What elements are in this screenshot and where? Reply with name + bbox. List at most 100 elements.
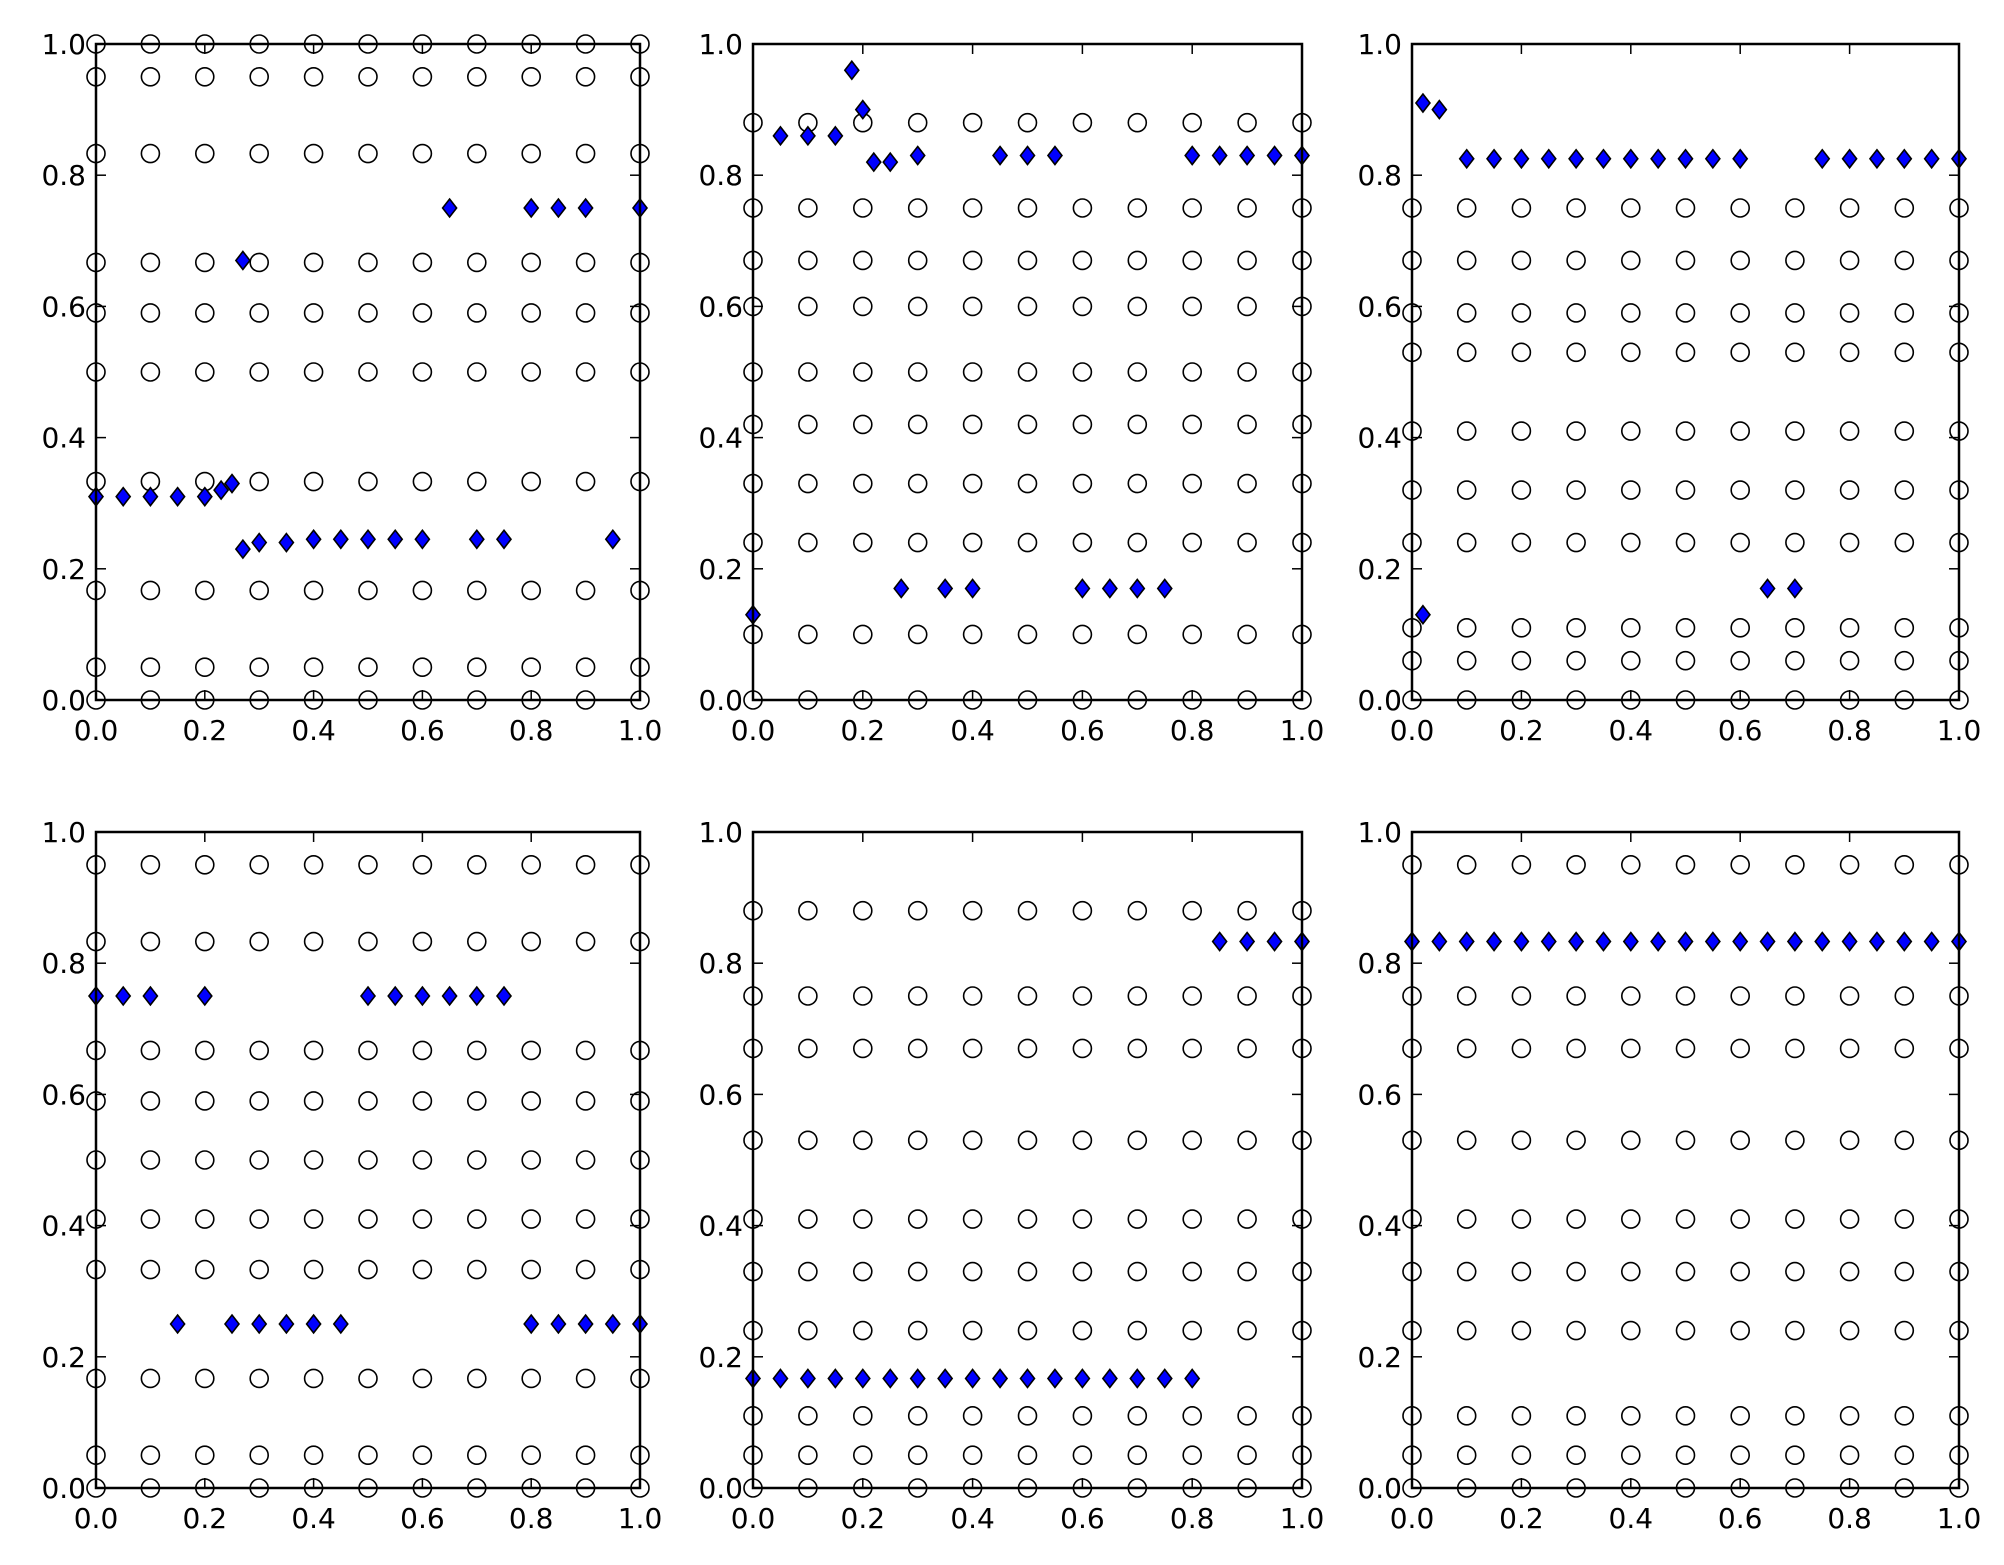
- circle-point: [303, 657, 324, 678]
- panel: 0.0 0.2 0.4 0.6 0.8 1.0 0.0 0.2 0.4 0.6 0.8 1.0: [1357, 28, 1981, 747]
- circle-point: [1730, 1406, 1750, 1426]
- circle-point: [1511, 650, 1532, 671]
- y-tick-label: 0.4: [41, 422, 86, 455]
- circle-point: [249, 1445, 270, 1465]
- circle-point: [412, 1445, 433, 1465]
- circle-point: [358, 1091, 378, 1111]
- circle-point: [1566, 342, 1586, 363]
- diamond-point: [604, 528, 621, 550]
- circle-point: [1127, 532, 1148, 553]
- circle-point: [1127, 414, 1148, 435]
- y-tick-label: 0.8: [698, 159, 743, 192]
- circle-point: [1182, 1445, 1202, 1465]
- circle-point: [575, 1445, 596, 1465]
- y-tick-label: 0.6: [41, 1078, 86, 1111]
- circle-point: [1017, 986, 1038, 1006]
- circle-point: [358, 1040, 378, 1061]
- circle-point: [1785, 250, 1805, 271]
- circle-point: [1730, 480, 1750, 500]
- circle-point: [1730, 986, 1750, 1006]
- circle-point: [1839, 1038, 1860, 1059]
- circle-point: [1017, 624, 1038, 645]
- panel: 0.0 0.2 0.4 0.6 0.8 1.0 0.0 0.2 0.4 0.6 0.8 1.0: [1357, 816, 1981, 1535]
- x-tick-label: 0.0: [1390, 1502, 1435, 1535]
- circle-point: [412, 1091, 433, 1111]
- circle-point: [1730, 250, 1750, 271]
- circle-point: [1456, 1038, 1477, 1059]
- circle-point: [798, 1261, 818, 1282]
- circle-point: [1621, 1320, 1641, 1341]
- circle-point: [1182, 414, 1202, 435]
- diamond-point: [1868, 148, 1885, 170]
- circle-point: [140, 1040, 161, 1061]
- x-tick-label: 0.6: [1718, 714, 1763, 747]
- circle-point: [962, 532, 983, 553]
- circle-point: [1127, 250, 1148, 271]
- circle-point: [1127, 986, 1148, 1006]
- circle-point: [1566, 1038, 1586, 1059]
- axes-frame: [751, 830, 1304, 1490]
- diamond-point: [992, 1368, 1009, 1389]
- circle-point: [249, 362, 270, 382]
- diamond-point: [1513, 148, 1530, 170]
- diamond-point: [1540, 148, 1557, 170]
- circle-point: [907, 1038, 928, 1059]
- circle-point: [575, 1091, 596, 1111]
- circle-point: [1511, 1130, 1532, 1151]
- circle-point: [852, 198, 873, 218]
- circle-point: [466, 657, 487, 678]
- circle-point: [575, 252, 596, 273]
- circle-point: [1675, 1038, 1696, 1059]
- diamond-point: [1650, 148, 1667, 170]
- circle-point: [521, 471, 542, 492]
- circle-point: [852, 414, 873, 435]
- diamond-point: [234, 250, 251, 271]
- circle-point: [1566, 1320, 1586, 1341]
- circle-point: [1894, 854, 1915, 875]
- circle-point: [962, 112, 983, 133]
- circle-point: [195, 1368, 215, 1389]
- diamond-point: [414, 528, 431, 550]
- circle-point: [412, 931, 433, 952]
- circle-point: [1566, 1445, 1586, 1465]
- circle-point: [249, 1259, 270, 1280]
- circle-point: [1566, 854, 1586, 875]
- x-tick-label: 0.2: [1499, 714, 1544, 747]
- circle-point: [1675, 1261, 1696, 1282]
- circle-point: [358, 143, 378, 164]
- diamond-point: [1513, 931, 1530, 952]
- circle-point: [249, 1150, 270, 1170]
- circle-point: [358, 1445, 378, 1465]
- diamond-point: [1786, 931, 1803, 952]
- circle-point: [521, 1150, 542, 1170]
- x-tick-label: 0.2: [183, 714, 228, 747]
- diamond-point: [251, 532, 268, 553]
- x-tick-label: 0.4: [1609, 714, 1654, 747]
- circle-point: [1566, 250, 1586, 271]
- y-tick-label: 0.6: [698, 1078, 743, 1111]
- circle-point: [249, 303, 270, 323]
- diamond-point: [305, 1313, 322, 1335]
- circle-point: [1839, 532, 1860, 553]
- diamond-point: [1239, 931, 1256, 952]
- circle-point: [521, 252, 542, 273]
- axes-frame: [1410, 42, 1961, 702]
- circle-point: [358, 471, 378, 492]
- circle-point: [1785, 986, 1805, 1006]
- diamond-point: [854, 1368, 871, 1389]
- x-tick-label: 0.0: [74, 714, 119, 747]
- circle-point: [412, 1150, 433, 1170]
- circle-point: [798, 624, 818, 645]
- y-tick-label: 0.4: [698, 422, 743, 455]
- circle-point: [1182, 1209, 1202, 1229]
- diamond-point: [196, 486, 213, 507]
- circle-point: [575, 303, 596, 323]
- x-tick-label: 0.2: [1499, 1502, 1544, 1535]
- circle-point: [521, 1209, 542, 1229]
- circle-point: [466, 580, 487, 601]
- circle-point: [1511, 421, 1532, 441]
- circle-point: [1127, 1320, 1148, 1341]
- circle-point: [907, 1130, 928, 1151]
- diamond-point: [1540, 931, 1557, 952]
